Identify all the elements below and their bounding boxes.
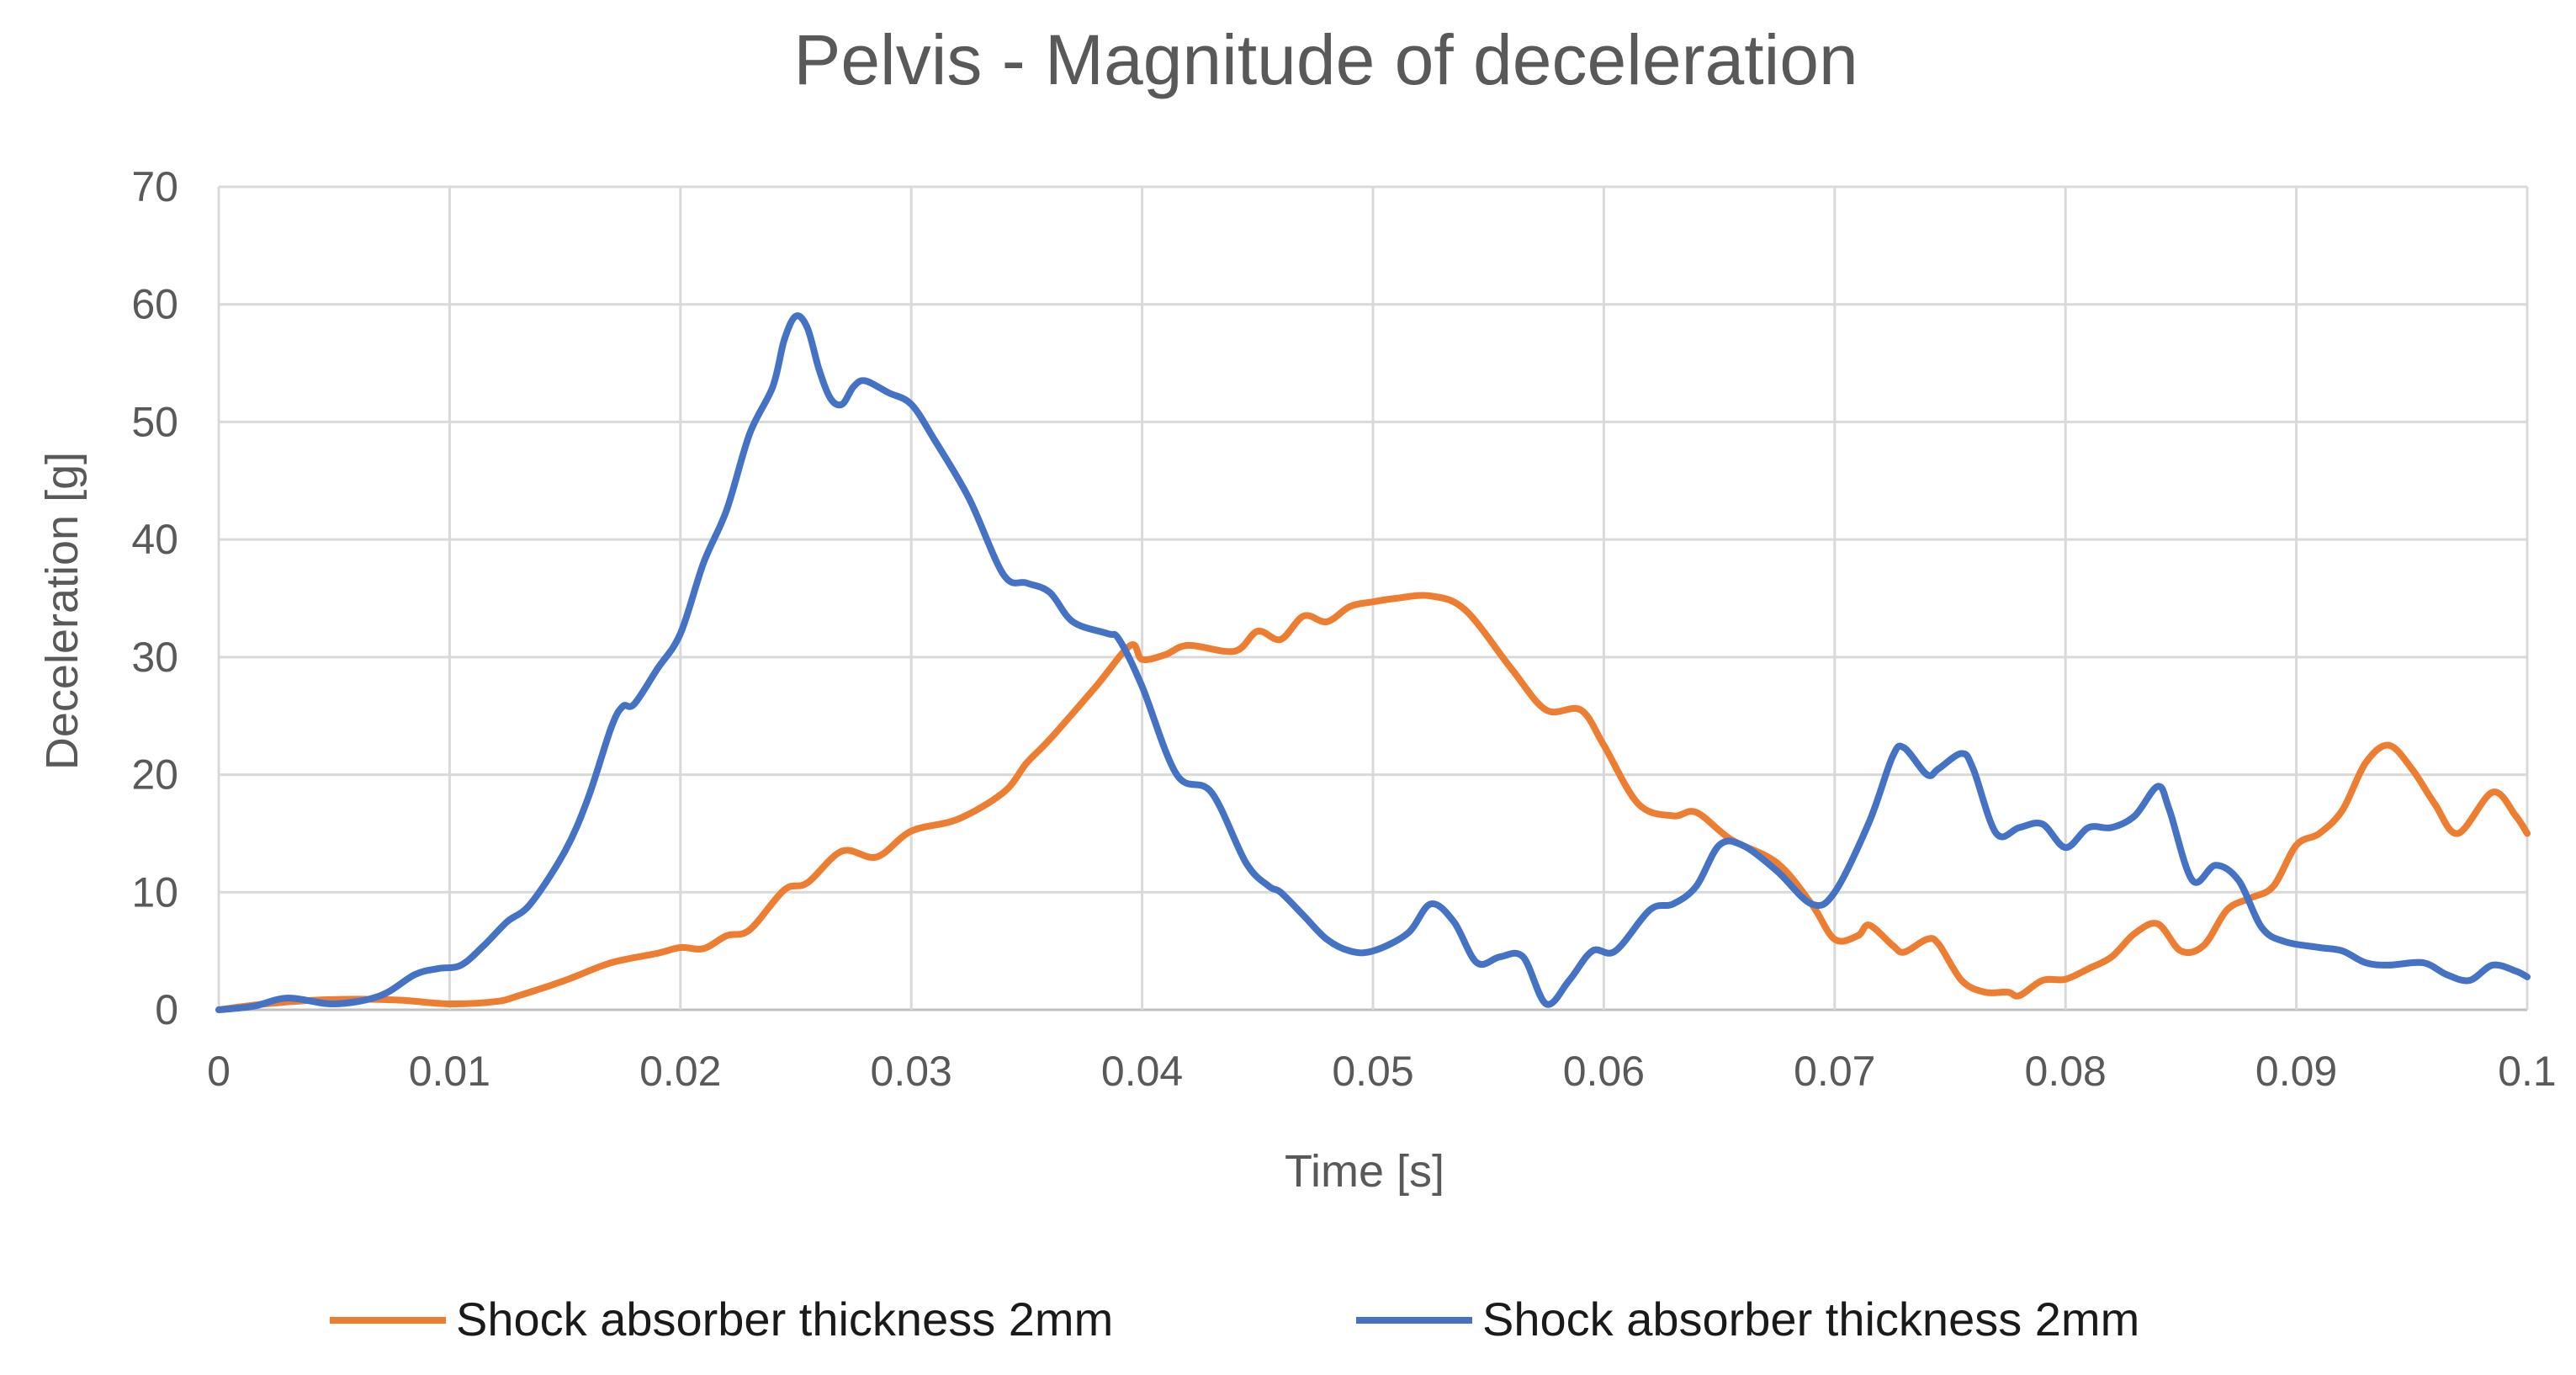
x-tick-label: 0.05 [1332, 1048, 1413, 1095]
x-tick-label: 0.09 [2255, 1048, 2337, 1095]
y-tick-label: 30 [131, 634, 178, 681]
y-tick-label: 20 [131, 751, 178, 799]
y-tick-label: 10 [131, 868, 178, 916]
legend-label-2: Shock absorber thickness 2mm [1482, 1293, 2139, 1346]
x-axis-title: Time [s] [1285, 1146, 1444, 1197]
x-tick-label: 0.06 [1563, 1048, 1645, 1095]
y-tick-label: 40 [131, 516, 178, 563]
legend: Shock absorber thickness 2mm Shock absorb… [330, 1293, 2139, 1346]
y-tick-label: 50 [131, 398, 178, 445]
x-axis-ticks: 0 0.01 0.02 0.03 0.04 0.05 0.06 0.07 0.08 0.09 0.1 [207, 1048, 2557, 1095]
x-tick-label: 0 [207, 1048, 231, 1095]
chart-title: Pelvis - Magnitude of deceleration [793, 20, 1858, 99]
x-tick-label: 0.02 [639, 1048, 721, 1095]
series-lines [215, 312, 2531, 1013]
x-tick-label: 0.08 [2025, 1048, 2107, 1095]
y-axis-title: Deceleration [g] [37, 452, 87, 770]
x-tick-label: 0.07 [1794, 1048, 1875, 1095]
gridlines [217, 185, 2529, 1011]
y-tick-label: 0 [155, 986, 178, 1033]
x-tick-label: 0.1 [2498, 1048, 2557, 1095]
x-tick-label: 0.04 [1101, 1048, 1183, 1095]
series-line-1 [215, 592, 2531, 1013]
x-tick-label: 0.01 [409, 1048, 490, 1095]
y-tick-label: 60 [131, 281, 178, 328]
series-line-2 [215, 312, 2531, 1013]
legend-label-1: Shock absorber thickness 2mm [456, 1293, 1113, 1346]
x-tick-label: 0.03 [871, 1048, 952, 1095]
y-axis-ticks: 0 10 20 30 40 50 60 70 [131, 163, 178, 1033]
y-tick-label: 70 [131, 163, 178, 210]
